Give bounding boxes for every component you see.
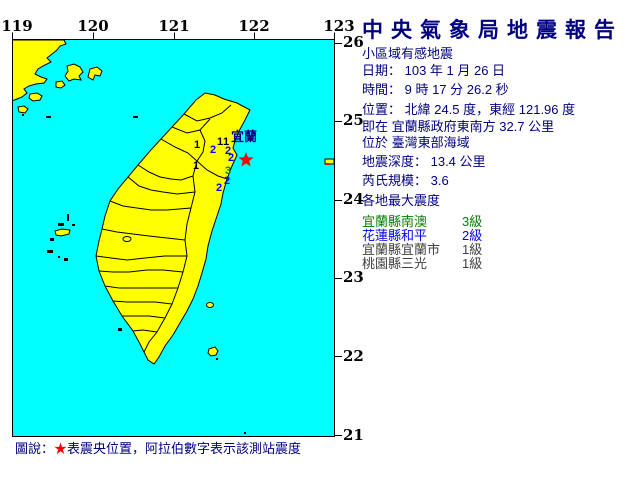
island bbox=[87, 66, 103, 81]
report-title: 中央氣象局地震報告 bbox=[362, 18, 623, 42]
island bbox=[64, 63, 84, 82]
latitude-label: 25 bbox=[343, 111, 364, 129]
station-intensity-number: 1 bbox=[194, 139, 200, 151]
longitude-label: 123 bbox=[323, 17, 355, 35]
epicenter-star bbox=[238, 152, 254, 167]
report-magnitude-line: 芮氏規模： 3.6 bbox=[362, 173, 449, 188]
island bbox=[17, 105, 29, 114]
station-intensity-number: 1 bbox=[217, 136, 223, 148]
station-intensity-number: 2 bbox=[216, 182, 222, 194]
latitude-label: 23 bbox=[343, 268, 364, 286]
report-relative-line: 即在 宜蘭縣政府東南方 32.7 公里 bbox=[362, 119, 555, 134]
report-subtitle: 小區域有感地震 bbox=[362, 46, 454, 61]
latitude-label: 24 bbox=[343, 190, 364, 208]
liuqiu-island bbox=[118, 328, 122, 331]
station-intensity-number: 2 bbox=[225, 145, 231, 157]
islet bbox=[244, 432, 246, 434]
intensity-place: 桃園縣三光 bbox=[362, 256, 428, 271]
report-date-line: 日期： 103 年 1 月 26 日 bbox=[362, 63, 506, 78]
legend-text: 表震央位置，阿拉伯數字表示該測站震度 bbox=[67, 441, 302, 456]
station-intensity-number: 2 bbox=[228, 152, 234, 164]
sun-moon-lake bbox=[122, 236, 132, 242]
yilan-label: 宜蘭 bbox=[231, 129, 257, 144]
latitude-label: 26 bbox=[343, 33, 364, 51]
longitude-ticks bbox=[12, 32, 335, 40]
latitude-label: 22 bbox=[343, 347, 364, 365]
intensity-row: 花蓮縣和平 2級 bbox=[362, 229, 512, 243]
intensity-level: 1級 bbox=[462, 242, 483, 257]
intensity-row: 宜蘭縣宜蘭市 1級 bbox=[362, 243, 512, 257]
mainland-china-coast bbox=[13, 40, 67, 102]
intensity-row: 桃園縣三光 1級 bbox=[362, 257, 512, 271]
longitude-label: 122 bbox=[238, 17, 270, 35]
epicenter-star-symbol: ★ bbox=[54, 441, 68, 456]
islet bbox=[133, 116, 138, 118]
intensity-level: 1級 bbox=[462, 256, 483, 271]
orchid-island bbox=[207, 346, 219, 357]
report-region-line: 位於 臺灣東部海域 bbox=[362, 135, 470, 150]
latitude-label: 21 bbox=[343, 426, 364, 444]
report-location-line: 位置： 北緯 24.5 度，東經 121.96 度 bbox=[362, 102, 576, 117]
station-intensity-number: 1 bbox=[193, 160, 199, 172]
longitude-label: 121 bbox=[158, 17, 190, 35]
islet bbox=[216, 358, 218, 360]
county-borders bbox=[95, 104, 232, 353]
green-island bbox=[206, 302, 214, 308]
islet bbox=[46, 116, 51, 118]
intensity-section-title: 各地最大震度 bbox=[362, 193, 441, 208]
legend-prefix: 圖說： bbox=[15, 441, 55, 456]
longitude-label: 119 bbox=[1, 17, 33, 35]
island bbox=[28, 92, 43, 102]
islet bbox=[22, 114, 24, 116]
intensity-place: 宜蘭縣宜蘭市 bbox=[362, 242, 441, 257]
intensity-level: 3級 bbox=[462, 214, 483, 229]
map-legend: 圖說：★表震央位置，阿拉伯數字表示該測站震度 bbox=[15, 441, 301, 456]
station-intensity-number: 3 bbox=[225, 165, 231, 177]
station-intensity-number: 2 bbox=[224, 175, 230, 187]
latitude-ticks bbox=[334, 43, 342, 436]
report-depth-line: 地震深度： 13.4 公里 bbox=[362, 154, 486, 169]
penghu-islands bbox=[47, 214, 75, 261]
station-intensity-number: 2 bbox=[210, 144, 216, 156]
intensity-level: 2級 bbox=[462, 228, 483, 243]
station-intensity-number: 1 bbox=[223, 136, 229, 148]
report-time-line: 時間： 9 時 17 分 26.2 秒 bbox=[362, 82, 509, 97]
intensity-row: 宜蘭縣南澳 3級 bbox=[362, 215, 512, 229]
intensity-place: 宜蘭縣南澳 bbox=[362, 214, 428, 229]
island bbox=[55, 80, 66, 89]
longitude-label: 120 bbox=[77, 17, 109, 35]
intensity-place: 花蓮縣和平 bbox=[362, 228, 428, 243]
border-island-mark bbox=[325, 163, 330, 165]
